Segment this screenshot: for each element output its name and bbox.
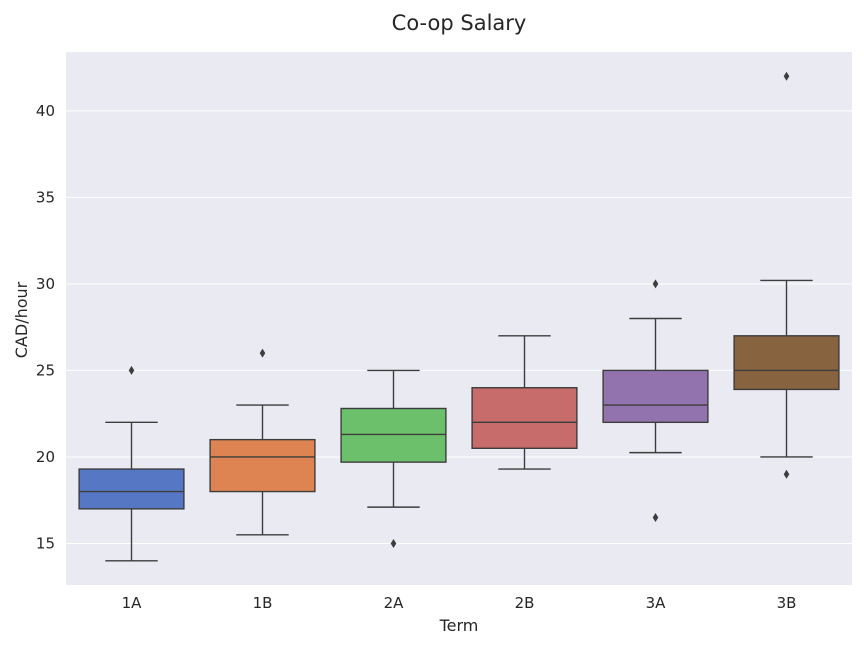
x-tick-label: 3B <box>777 594 797 612</box>
box-1b <box>209 348 316 536</box>
plot-area <box>66 52 852 585</box>
box-iqr <box>733 335 840 391</box>
box-2a <box>340 369 447 548</box>
y-tick-label: 15 <box>36 534 55 552</box>
y-tick-labels: 15 20 25 30 35 40 <box>36 102 55 553</box>
box-iqr <box>602 369 709 424</box>
y-tick-label: 25 <box>36 361 55 379</box>
box-iqr <box>471 387 578 449</box>
outlier-point <box>128 365 135 375</box>
x-axis-label: Term <box>439 616 479 635</box>
x-tick-label: 2A <box>384 594 405 612</box>
y-tick-label: 40 <box>36 102 55 120</box>
box-2b <box>471 335 578 470</box>
x-tick-labels: 1A 1B 2A 2B 3A 3B <box>122 594 797 612</box>
outlier-point <box>783 71 790 81</box>
chart-title: Co-op Salary <box>392 11 527 35</box>
outlier-point <box>652 279 659 289</box>
outlier-point <box>783 469 790 479</box>
outlier-point <box>259 348 266 358</box>
box-1a <box>78 365 185 562</box>
outlier-point <box>652 513 659 523</box>
x-tick-label: 1B <box>253 594 273 612</box>
x-tick-label: 3A <box>646 594 667 612</box>
y-tick-label: 20 <box>36 448 55 466</box>
x-tick-label: 1A <box>122 594 143 612</box>
outlier-point <box>390 538 397 548</box>
x-tick-label: 2B <box>515 594 535 612</box>
box-iqr <box>209 438 316 493</box>
box-3a <box>602 279 709 523</box>
y-axis-label: CAD/hour <box>12 281 31 358</box>
grid-lines <box>66 110 852 544</box>
box-iqr <box>78 468 185 510</box>
y-tick-label: 35 <box>36 188 55 206</box>
y-tick-label: 30 <box>36 275 55 293</box>
boxes-group <box>78 71 840 562</box>
box-3b <box>733 71 840 479</box>
box-iqr <box>340 407 447 463</box>
